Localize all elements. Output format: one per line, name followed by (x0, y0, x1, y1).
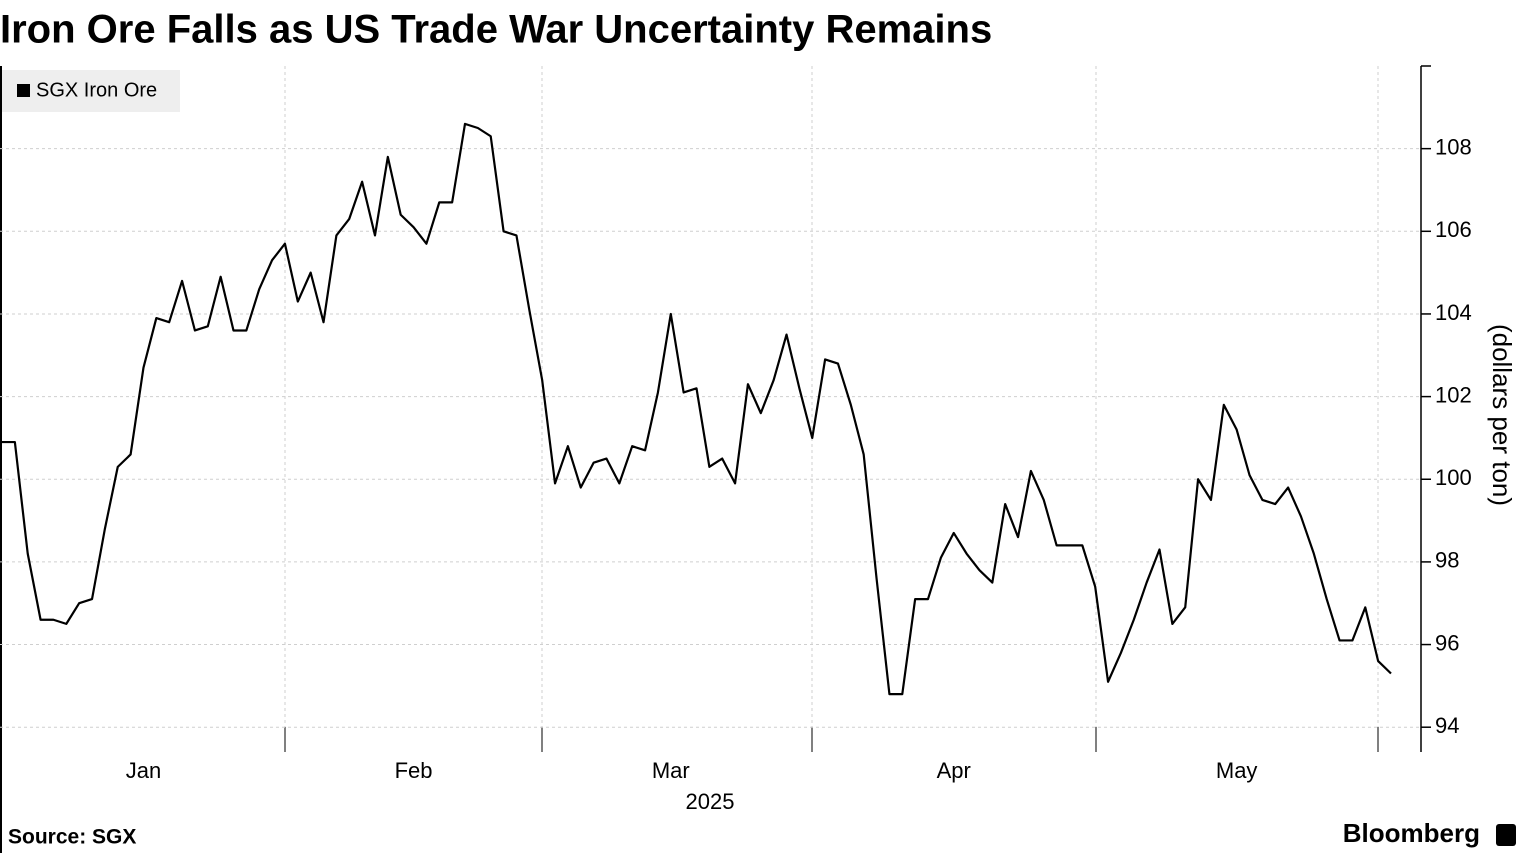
x-tick-label: May (1216, 758, 1258, 783)
y-tick-label: 108 (1435, 134, 1472, 159)
y-tick-label: 100 (1435, 465, 1472, 490)
y-tick-label: 94 (1435, 713, 1459, 738)
y-tick-label: 106 (1435, 217, 1472, 242)
legend-swatch (17, 84, 30, 97)
chart-title: Iron Ore Falls as US Trade War Uncertain… (0, 8, 992, 52)
source: Source: SGX (8, 826, 136, 849)
brand: Bloomberg (1343, 818, 1480, 848)
legend-box (2, 70, 180, 112)
y-tick-label: 98 (1435, 548, 1459, 573)
legend-label: SGX Iron Ore (36, 79, 157, 101)
y-axis-label: (dollars per ton) (1487, 324, 1517, 506)
brand-icon (1496, 824, 1516, 846)
x-tick-label: Mar (652, 758, 690, 783)
x-tick-label: Apr (937, 758, 971, 783)
y-tick-label: 102 (1435, 382, 1472, 407)
x-axis-label: 2025 (686, 789, 735, 814)
x-tick-label: Jan (126, 758, 161, 783)
y-tick-label: 104 (1435, 300, 1472, 325)
line (2, 122, 1392, 696)
y-tick-label: 96 (1435, 630, 1459, 655)
x-tick-label: Feb (395, 758, 433, 783)
